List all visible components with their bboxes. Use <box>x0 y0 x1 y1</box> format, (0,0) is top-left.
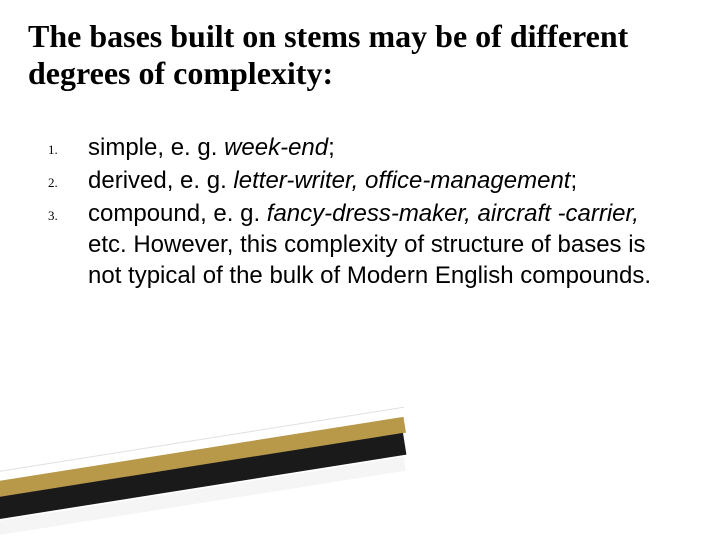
corner-decoration <box>0 450 420 540</box>
list-number: 2. <box>48 165 88 196</box>
text-italic: week-end <box>224 134 328 161</box>
list-number: 1. <box>48 132 88 163</box>
list-text: simple, e. g. week-end; <box>88 132 682 163</box>
list-text: compound, e. g. fancy-dress-maker, aircr… <box>88 198 682 292</box>
text-italic: fancy-dress-maker, aircraft -carrier, <box>267 200 639 227</box>
numbered-list: 1. simple, e. g. week-end; 2. derived, e… <box>28 132 692 292</box>
text-prefix: derived, e. g. <box>88 167 233 194</box>
stripe-white <box>0 407 406 486</box>
list-number: 3. <box>48 198 88 292</box>
list-item: 1. simple, e. g. week-end; <box>48 132 682 163</box>
text-suffix: etc. However, this complexity of structu… <box>88 231 651 289</box>
slide-container: The bases built on stems may be of diffe… <box>0 0 720 540</box>
text-prefix: simple, e. g. <box>88 134 224 161</box>
stripe-black <box>0 433 406 522</box>
stripe-gold <box>0 417 406 500</box>
text-suffix: ; <box>570 167 577 194</box>
stripe-white <box>0 457 406 538</box>
list-item: 2. derived, e. g. letter-writer, office-… <box>48 165 682 196</box>
list-item: 3. compound, e. g. fancy-dress-maker, ai… <box>48 198 682 292</box>
slide-title: The bases built on stems may be of diffe… <box>28 18 692 92</box>
text-suffix: ; <box>328 134 335 161</box>
text-prefix: compound, e. g. <box>88 200 267 227</box>
list-text: derived, e. g. letter-writer, office-man… <box>88 165 682 196</box>
text-italic: letter-writer, office-management <box>233 167 570 194</box>
